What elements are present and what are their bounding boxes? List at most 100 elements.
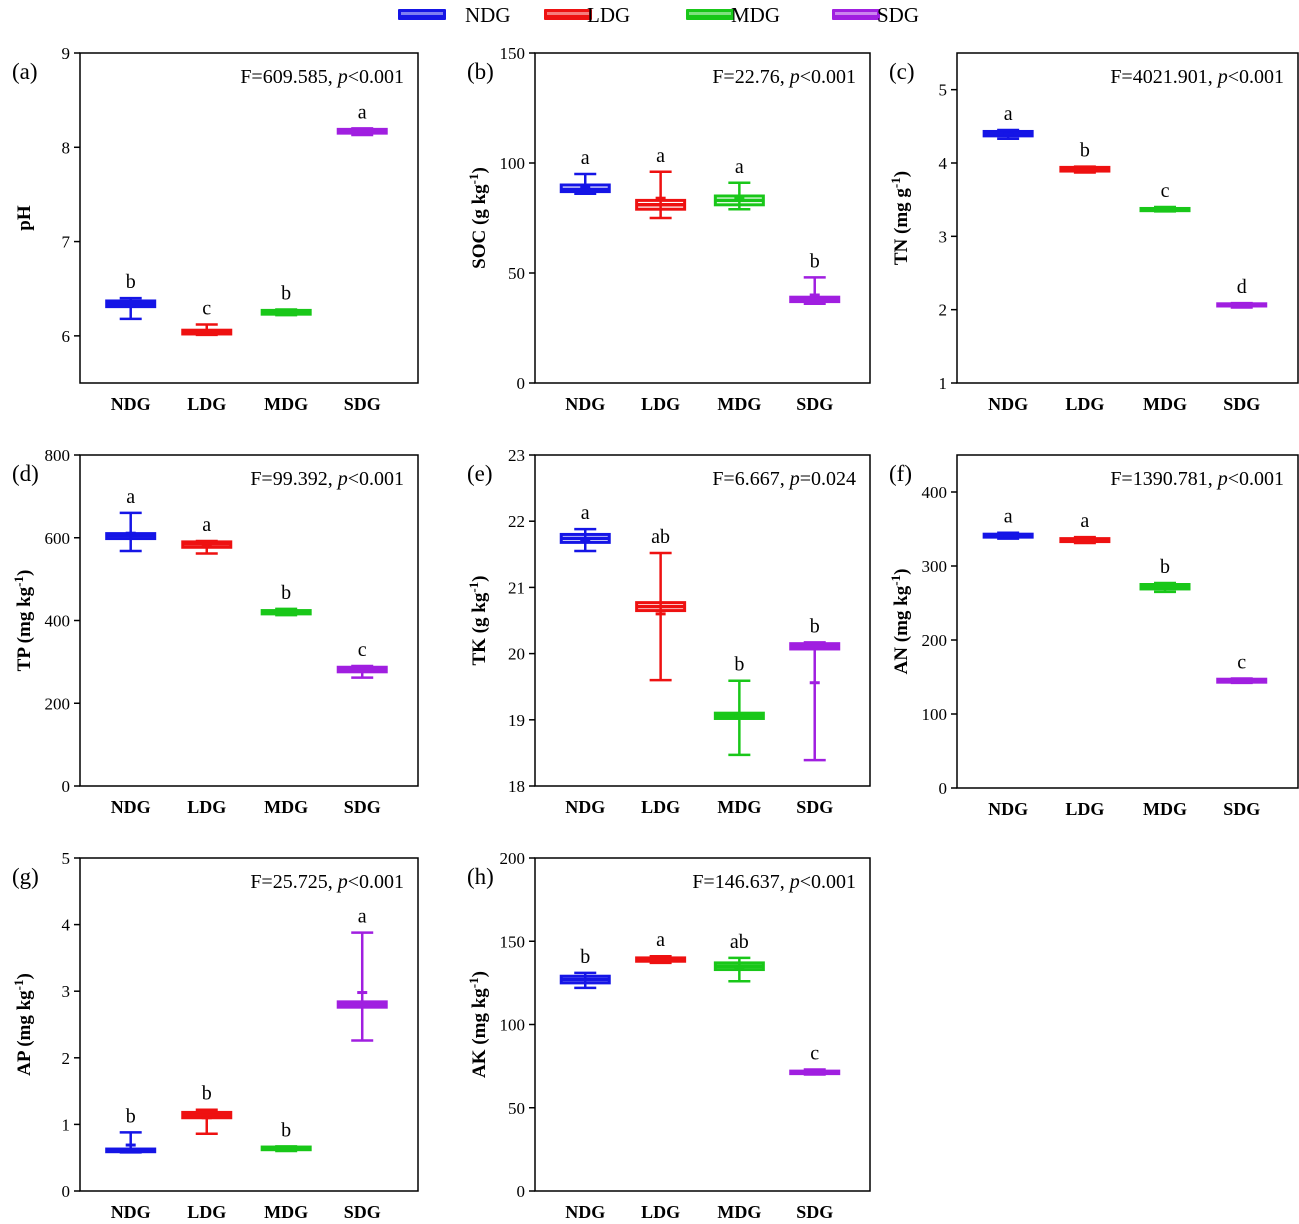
significance-letter: b <box>810 250 820 272</box>
y-tick-label: 4 <box>939 154 948 173</box>
x-tick-label: NDG <box>565 394 605 414</box>
panel-g: 0 1 2 3 4 5 AP (mg kg-1) (g) F=25.725, p<0.001 b N… <box>11 849 419 1222</box>
y-axis-label-exponent: -1 <box>11 979 26 990</box>
y-tick-label: 20 <box>508 645 525 664</box>
x-tick-label: NDG <box>988 394 1028 414</box>
y-axis-label-text: AN (mg kg <box>891 585 912 674</box>
box-ndg: b <box>105 1105 157 1154</box>
box-ldg: a <box>181 514 233 555</box>
legend-swatch <box>544 9 592 20</box>
legend-item: NDG <box>398 3 511 27</box>
y-tick-label: 22 <box>508 512 525 531</box>
significance-letter: a <box>1004 506 1013 528</box>
legend-item: LDG <box>544 3 630 27</box>
x-tick-label: NDG <box>111 394 151 414</box>
y-tick-label: 600 <box>45 529 71 548</box>
stats-p: <0.001 <box>348 871 404 893</box>
x-tick-label: SDG <box>344 394 381 414</box>
significance-letter: b <box>281 282 291 304</box>
x-tick-label: NDG <box>111 797 151 817</box>
stats-text: F=25.725, p<0.001 <box>250 871 404 893</box>
y-axis-label-exponent: -1 <box>888 575 903 586</box>
legend-label: LDG <box>587 3 630 27</box>
plot-frame <box>79 52 419 384</box>
panel-label: (h) <box>467 864 494 889</box>
y-axis-label-close: ) <box>469 167 490 173</box>
significance-letter: b <box>126 271 136 293</box>
y-tick-label: 100 <box>922 705 948 724</box>
y-tick-label: 100 <box>500 1016 526 1035</box>
panel-label: (g) <box>12 864 39 889</box>
y-tick-label: 200 <box>922 631 948 650</box>
box-sdg: c <box>336 639 388 679</box>
y-axis-label: AK (mg kg-1) <box>466 971 491 1078</box>
significance-letter: a <box>735 156 744 178</box>
legend-swatch <box>832 9 880 20</box>
legend-swatch-shine <box>835 12 877 15</box>
stats-p-symbol: p <box>1216 66 1228 88</box>
plot-frame <box>534 454 871 787</box>
significance-letter: d <box>1237 276 1247 298</box>
significance-letter: c <box>1161 180 1170 202</box>
stats-f: F=609.585, <box>240 66 337 88</box>
x-tick-label: MDG <box>264 394 308 414</box>
panel-a: 6 7 8 9 pH (a) F=609.585, p<0.001 b NDG c LDG b MDG a… <box>12 44 419 414</box>
x-tick-label: NDG <box>565 797 605 817</box>
x-tick-label: LDG <box>187 1202 226 1222</box>
y-tick-label: 19 <box>508 711 525 730</box>
y-axis-label-exponent: -1 <box>888 177 903 188</box>
y-tick-label: 0 <box>517 374 526 393</box>
legend-swatch <box>686 9 734 20</box>
stats-p: <0.001 <box>348 66 404 88</box>
y-axis-label-text: AP (mg kg <box>14 990 35 1076</box>
legend-swatch-shine <box>547 12 589 15</box>
box-mdg: b <box>260 1119 312 1153</box>
significance-letter: b <box>281 582 291 604</box>
box-ldg: ab <box>635 526 687 682</box>
significance-letter: a <box>358 906 367 928</box>
y-tick-label: 400 <box>45 612 71 631</box>
stats-p-symbol: p <box>788 66 800 88</box>
box-mdg: b <box>1139 556 1191 594</box>
y-tick-label: 21 <box>508 578 525 597</box>
panel-e: 18 19 20 21 22 23 TK (g kg-1) (e) F=6.667, p=0.0… <box>466 446 871 817</box>
box-ndg: a <box>559 147 611 196</box>
y-axis-label-text: TN (mg g <box>891 188 912 266</box>
stats-p-symbol: p <box>336 468 348 490</box>
box-ndg: b <box>559 946 611 990</box>
y-axis-label: TK (g kg-1) <box>466 575 491 665</box>
panel-b: 0 50 100 150 SOC (g kg-1) (b) F=22.76, p<0.001… <box>466 44 871 414</box>
stats-p: <0.001 <box>1228 468 1284 490</box>
significance-letter: a <box>581 147 590 169</box>
stats-f: F=99.392, <box>250 468 337 490</box>
stats-p-symbol: p <box>336 871 348 893</box>
panel-h: 0 50 100 150 200 AK (mg kg-1) (h) F=146.637, p<… <box>466 849 871 1222</box>
plot-frame <box>956 454 1299 789</box>
y-axis-label-close: ) <box>891 569 912 575</box>
legend-label: NDG <box>465 3 511 27</box>
y-tick-label: 2 <box>939 301 948 320</box>
plot-frame <box>534 857 871 1192</box>
y-axis-label-close: ) <box>469 575 490 581</box>
x-tick-label: SDG <box>344 1202 381 1222</box>
significance-letter: b <box>126 1105 136 1127</box>
box-mdg: ab <box>713 931 765 983</box>
y-tick-label: 1 <box>939 374 948 393</box>
y-tick-label: 2 <box>62 1049 71 1068</box>
box-sdg: d <box>1216 276 1268 309</box>
legend-swatch-shine <box>401 12 443 15</box>
significance-letter: a <box>656 145 665 167</box>
y-tick-label: 800 <box>45 446 71 465</box>
plot-frame <box>79 857 419 1192</box>
y-axis-label-close: ) <box>14 570 35 576</box>
box-mdg: a <box>713 156 765 211</box>
y-axis-label-exponent: -1 <box>466 174 481 185</box>
legend-swatch-shine <box>689 12 731 15</box>
box-mdg: c <box>1139 180 1191 213</box>
box-ldg: c <box>181 298 233 337</box>
box-sdg: c <box>789 1042 841 1076</box>
panel-label: (f) <box>889 461 912 486</box>
x-tick-label: LDG <box>641 394 680 414</box>
significance-letter: c <box>1237 651 1246 673</box>
legend-item: MDG <box>686 3 780 27</box>
